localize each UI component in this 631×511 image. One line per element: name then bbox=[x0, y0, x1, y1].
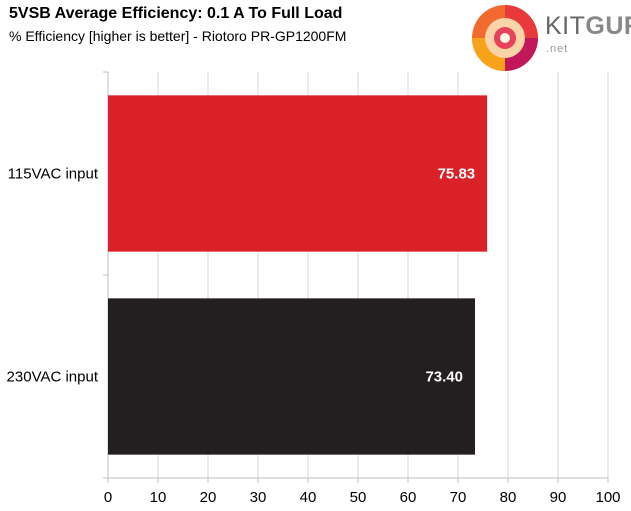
x-tick-label: 20 bbox=[200, 489, 217, 506]
x-tick-label: 30 bbox=[250, 489, 267, 506]
x-tick-label: 60 bbox=[400, 489, 417, 506]
x-tick-label: 90 bbox=[550, 489, 567, 506]
x-tick-label: 40 bbox=[300, 489, 317, 506]
x-tick-label: 100 bbox=[595, 489, 620, 506]
x-tick-label: 70 bbox=[450, 489, 467, 506]
chart-subtitle: % Efficiency [higher is better] - Riotor… bbox=[9, 28, 347, 44]
x-tick-label: 50 bbox=[350, 489, 367, 506]
bar bbox=[108, 95, 488, 252]
logo-wordmark: KITGURU bbox=[545, 12, 631, 40]
x-tick-label: 0 bbox=[104, 489, 112, 506]
bar bbox=[108, 298, 475, 455]
kitguru-logo: KITGURU .net bbox=[470, 2, 631, 74]
category-label: 230VAC input bbox=[7, 369, 99, 386]
data-label: 75.83 bbox=[438, 166, 476, 183]
data-label: 73.40 bbox=[425, 369, 463, 386]
kitguru-swirl-icon bbox=[472, 5, 538, 71]
logo-domain: .net bbox=[546, 43, 569, 55]
chart-title: 5VSB Average Efficiency: 0.1 A To Full L… bbox=[9, 5, 343, 22]
category-label: 115VAC input bbox=[8, 166, 99, 183]
x-tick-label: 80 bbox=[500, 489, 517, 506]
x-tick-label: 10 bbox=[150, 489, 167, 506]
